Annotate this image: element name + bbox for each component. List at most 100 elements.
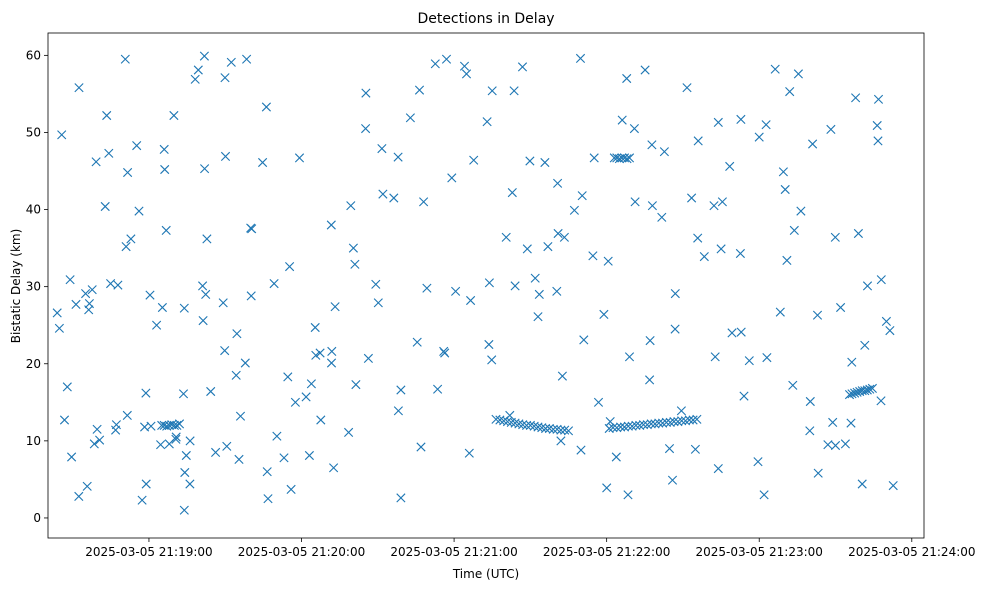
data-point (361, 124, 371, 134)
data-point (430, 59, 440, 69)
x-tick-label: 2025-03-05 21:23:00 (695, 545, 822, 559)
data-point (759, 490, 769, 500)
data-point (304, 450, 314, 461)
data-point (793, 69, 803, 79)
data-point (548, 424, 558, 434)
data-point (603, 256, 613, 266)
data-point (612, 423, 622, 433)
data-point (624, 352, 635, 362)
data-point (74, 83, 84, 93)
data-point (860, 386, 870, 396)
data-point (616, 422, 626, 432)
data-point (518, 420, 528, 430)
data-point (556, 436, 566, 446)
data-point (762, 353, 772, 363)
data-point (361, 88, 371, 98)
data-point (533, 312, 543, 322)
data-point (876, 396, 886, 406)
data-point (272, 431, 282, 441)
data-point (246, 223, 256, 233)
data-point (389, 193, 399, 203)
data-point (198, 281, 208, 291)
data-point (62, 382, 72, 392)
data-point (867, 383, 877, 393)
data-point (622, 154, 632, 164)
data-point (179, 505, 189, 515)
data-point (178, 389, 189, 399)
data-point (638, 420, 649, 430)
data-point (246, 291, 256, 301)
data-point (422, 283, 432, 293)
data-point (487, 355, 497, 365)
data-point (575, 53, 586, 63)
data-point (89, 439, 99, 449)
data-point (120, 54, 130, 64)
data-point (202, 234, 212, 244)
y-tick-label: 10 (26, 434, 41, 448)
data-point (121, 242, 131, 252)
data-point (830, 232, 840, 242)
data-point (823, 440, 833, 450)
data-point (262, 467, 272, 477)
data-point (102, 110, 112, 121)
data-point (631, 420, 641, 430)
data-point (533, 422, 543, 432)
data-point (74, 491, 84, 501)
x-axis-label: Time (UTC) (452, 567, 519, 581)
y-tick-label: 30 (26, 280, 41, 294)
data-point (180, 467, 190, 478)
data-point (91, 157, 101, 167)
data-point (665, 417, 675, 427)
data-point (156, 440, 166, 450)
data-point (326, 220, 336, 230)
data-point (658, 418, 668, 428)
data-point (534, 289, 544, 299)
data-point (846, 418, 856, 428)
data-point (673, 417, 683, 427)
data-point (350, 259, 360, 269)
data-point (351, 380, 361, 390)
data-point (283, 372, 293, 382)
data-point (753, 457, 763, 467)
data-point (141, 388, 151, 398)
data-point (414, 85, 425, 95)
x-tick-label: 2025-03-05 21:19:00 (85, 545, 212, 559)
data-point (126, 234, 136, 244)
data-point (577, 191, 587, 201)
data-point (659, 147, 669, 157)
data-point (525, 156, 535, 166)
data-point (348, 243, 358, 253)
data-point (736, 327, 746, 337)
data-point (57, 130, 67, 140)
data-point (200, 164, 210, 174)
data-point (140, 422, 150, 432)
data-point (487, 86, 497, 96)
data-point (650, 419, 660, 429)
data-point (507, 188, 517, 198)
data-point (782, 255, 792, 265)
data-point (593, 397, 604, 407)
data-point (363, 353, 373, 363)
data-point (543, 242, 553, 252)
data-point (206, 386, 216, 397)
data-point (885, 326, 895, 336)
data-point (171, 434, 181, 444)
y-tick-label: 0 (33, 511, 41, 525)
data-point (501, 232, 511, 242)
data-point (279, 453, 289, 463)
data-point (290, 397, 300, 407)
data-point (169, 420, 179, 430)
data-point (220, 151, 231, 161)
data-point (242, 54, 252, 64)
data-point (789, 225, 799, 235)
data-point (661, 417, 671, 427)
data-point (310, 322, 320, 333)
data-point (122, 410, 132, 420)
data-point (735, 248, 745, 259)
data-point (725, 161, 735, 171)
data-point (201, 289, 211, 299)
data-point (657, 212, 667, 222)
data-point (393, 152, 403, 162)
data-point (441, 54, 452, 64)
